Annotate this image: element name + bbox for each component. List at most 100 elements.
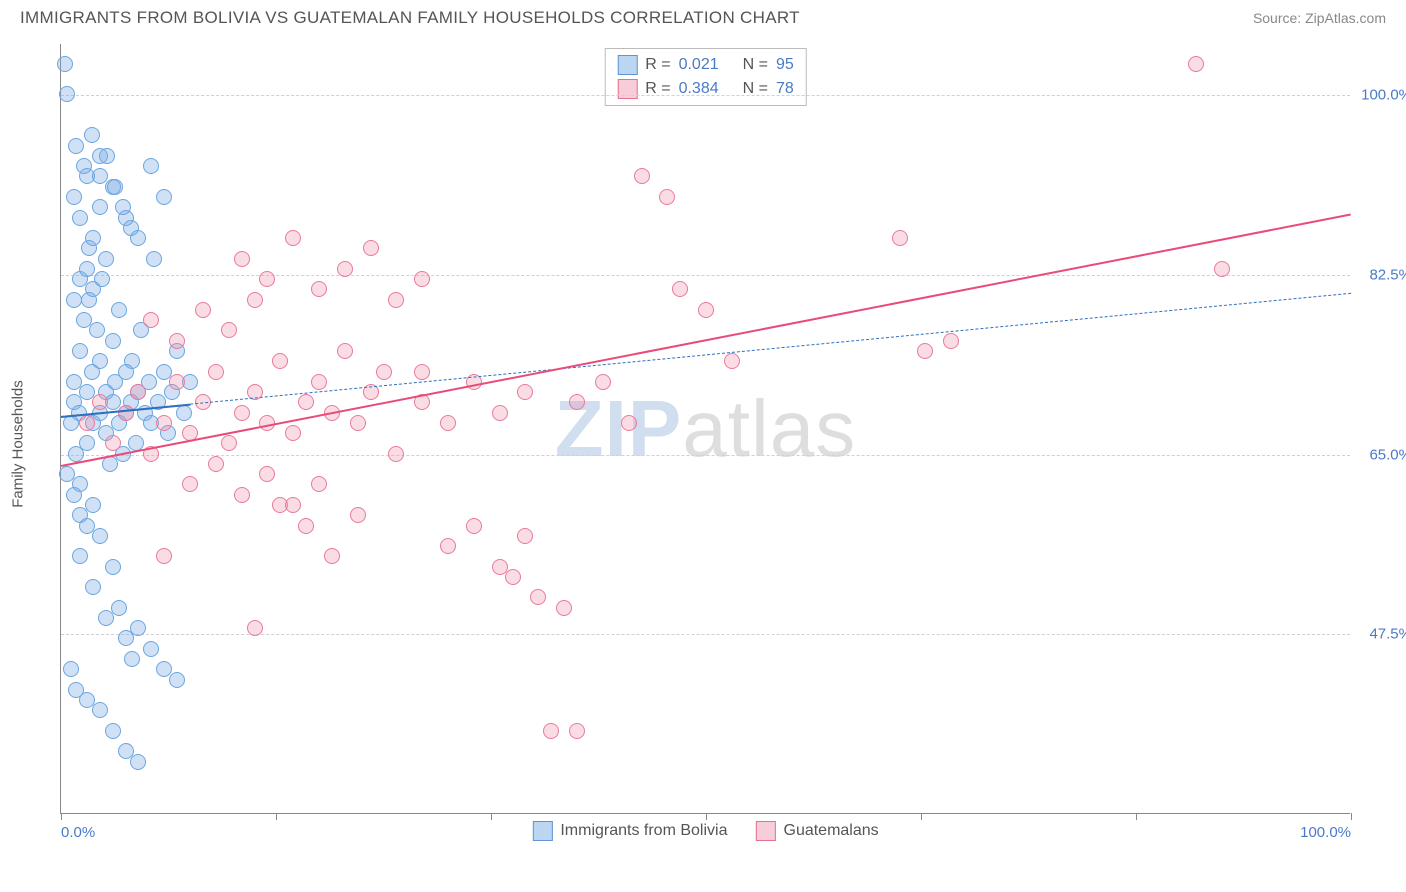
data-point-guatemalans <box>659 189 675 205</box>
data-point-guatemalans <box>208 364 224 380</box>
data-point-guatemalans <box>324 548 340 564</box>
data-point-guatemalans <box>376 364 392 380</box>
data-point-guatemalans <box>105 435 121 451</box>
x-tick <box>706 813 707 820</box>
r-value-guatemalans: 0.384 <box>679 77 719 101</box>
data-point-guatemalans <box>156 415 172 431</box>
data-point-bolivia <box>66 487 82 503</box>
data-point-bolivia <box>105 333 121 349</box>
data-point-guatemalans <box>517 528 533 544</box>
legend-label-guatemalans: Guatemalans <box>783 822 878 840</box>
swatch-guatemalans <box>755 821 775 841</box>
data-point-bolivia <box>124 651 140 667</box>
y-tick-label: 47.5% <box>1369 626 1406 643</box>
data-point-bolivia <box>98 251 114 267</box>
data-point-guatemalans <box>182 476 198 492</box>
data-point-guatemalans <box>505 569 521 585</box>
data-point-guatemalans <box>440 538 456 554</box>
x-tick <box>1351 813 1352 820</box>
source-label: Source: ZipAtlas.com <box>1253 10 1386 26</box>
data-point-bolivia <box>85 497 101 513</box>
n-label: N = <box>743 53 768 77</box>
data-point-guatemalans <box>118 405 134 421</box>
data-point-bolivia <box>169 672 185 688</box>
data-point-guatemalans <box>724 353 740 369</box>
data-point-guatemalans <box>311 476 327 492</box>
legend-label-bolivia: Immigrants from Bolivia <box>560 822 727 840</box>
data-point-bolivia <box>115 199 131 215</box>
data-point-guatemalans <box>363 240 379 256</box>
data-point-bolivia <box>111 302 127 318</box>
y-axis-label: Family Households <box>10 380 27 508</box>
plot-area: ZIPatlas R = 0.021 N = 95 R = 0.384 N = … <box>60 44 1350 814</box>
data-point-guatemalans <box>595 374 611 390</box>
data-point-guatemalans <box>543 723 559 739</box>
data-point-guatemalans <box>234 405 250 421</box>
data-point-bolivia <box>92 199 108 215</box>
data-point-bolivia <box>72 548 88 564</box>
trend-line <box>61 213 1351 466</box>
x-tick-label: 0.0% <box>61 824 95 841</box>
data-point-guatemalans <box>169 333 185 349</box>
r-value-bolivia: 0.021 <box>679 53 719 77</box>
data-point-bolivia <box>85 579 101 595</box>
data-point-bolivia <box>79 261 95 277</box>
data-point-guatemalans <box>414 271 430 287</box>
data-point-guatemalans <box>285 425 301 441</box>
data-point-guatemalans <box>130 384 146 400</box>
data-point-guatemalans <box>208 456 224 472</box>
data-point-bolivia <box>143 158 159 174</box>
data-point-bolivia <box>146 251 162 267</box>
gridline-h <box>61 275 1350 276</box>
data-point-guatemalans <box>388 292 404 308</box>
data-point-guatemalans <box>569 394 585 410</box>
gridline-h <box>61 95 1350 96</box>
data-point-guatemalans <box>440 415 456 431</box>
data-point-guatemalans <box>621 415 637 431</box>
x-tick <box>61 813 62 820</box>
data-point-bolivia <box>92 353 108 369</box>
data-point-guatemalans <box>92 394 108 410</box>
data-point-guatemalans <box>234 487 250 503</box>
data-point-bolivia <box>66 189 82 205</box>
legend-row-bolivia: R = 0.021 N = 95 <box>617 53 794 77</box>
data-point-guatemalans <box>672 281 688 297</box>
data-point-bolivia <box>85 281 101 297</box>
x-tick <box>921 813 922 820</box>
data-point-guatemalans <box>337 261 353 277</box>
data-point-guatemalans <box>517 384 533 400</box>
data-point-guatemalans <box>1188 56 1204 72</box>
data-point-guatemalans <box>569 723 585 739</box>
x-tick <box>1136 813 1137 820</box>
data-point-guatemalans <box>1214 261 1230 277</box>
data-point-guatemalans <box>337 343 353 359</box>
data-point-guatemalans <box>298 518 314 534</box>
n-value-guatemalans: 78 <box>776 77 794 101</box>
data-point-guatemalans <box>169 374 185 390</box>
data-point-guatemalans <box>195 302 211 318</box>
gridline-h <box>61 455 1350 456</box>
data-point-guatemalans <box>943 333 959 349</box>
data-point-bolivia <box>63 661 79 677</box>
data-point-guatemalans <box>634 168 650 184</box>
data-point-bolivia <box>59 86 75 102</box>
data-point-guatemalans <box>698 302 714 318</box>
watermark-atlas: atlas <box>682 384 856 473</box>
y-tick-label: 82.5% <box>1369 267 1406 284</box>
data-point-bolivia <box>105 559 121 575</box>
data-point-guatemalans <box>221 322 237 338</box>
r-label: R = <box>645 53 670 77</box>
data-point-guatemalans <box>530 589 546 605</box>
data-point-guatemalans <box>247 620 263 636</box>
source-prefix: Source: <box>1253 10 1305 26</box>
data-point-guatemalans <box>221 435 237 451</box>
data-point-guatemalans <box>350 415 366 431</box>
data-point-bolivia <box>156 189 172 205</box>
data-point-guatemalans <box>414 364 430 380</box>
data-point-bolivia <box>72 343 88 359</box>
data-point-bolivia <box>66 292 82 308</box>
data-point-guatemalans <box>492 405 508 421</box>
chart-title: IMMIGRANTS FROM BOLIVIA VS GUATEMALAN FA… <box>20 8 800 28</box>
source-name: ZipAtlas.com <box>1305 10 1386 26</box>
data-point-guatemalans <box>311 374 327 390</box>
